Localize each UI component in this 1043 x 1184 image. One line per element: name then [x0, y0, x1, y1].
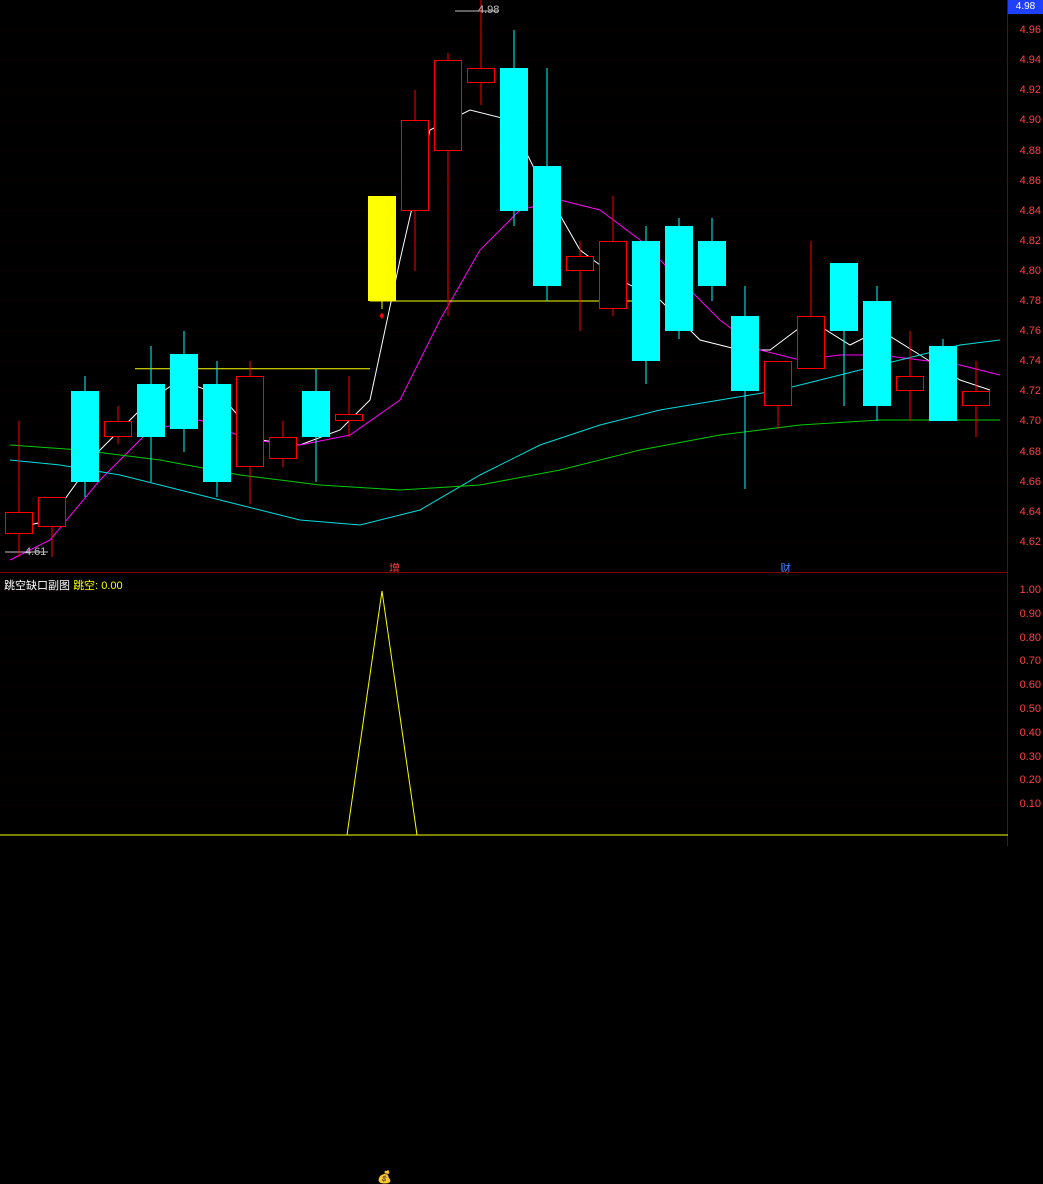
sub-y-axis: 0.10 0.20 0.30 0.40 0.50 0.60 0.70 0.80 0.90 1.00 — [1008, 572, 1043, 846]
candle[interactable] — [500, 0, 528, 572]
candle[interactable] — [599, 0, 627, 572]
sub-y-tick: 0.30 — [1020, 751, 1041, 763]
sub-svg — [0, 573, 1008, 847]
candle[interactable] — [203, 0, 231, 572]
max-price-label: 4.98 — [478, 4, 499, 16]
money-bag-icon: 💰 — [377, 1170, 392, 1184]
chart-container: 4.98 4.61 ♦ 增财 4.624.644.664.684.704.724… — [0, 0, 1043, 846]
candle[interactable] — [269, 0, 297, 572]
candle[interactable] — [137, 0, 165, 572]
sub-y-tick: 0.10 — [1020, 798, 1041, 810]
candle[interactable] — [368, 0, 396, 572]
y-tick: 4.62 — [1020, 536, 1041, 548]
y-tick: 4.88 — [1020, 145, 1041, 157]
y-tick: 4.96 — [1020, 24, 1041, 36]
candle[interactable] — [632, 0, 660, 572]
candle[interactable] — [863, 0, 891, 572]
candle[interactable] — [665, 0, 693, 572]
sub-y-tick: 0.70 — [1020, 655, 1041, 667]
candle[interactable] — [302, 0, 330, 572]
candle[interactable] — [170, 0, 198, 572]
y-tick: 4.80 — [1020, 265, 1041, 277]
candle[interactable] — [401, 0, 429, 572]
y-tick: 4.90 — [1020, 114, 1041, 126]
candle[interactable] — [566, 0, 594, 572]
min-price-label: 4.61 — [25, 546, 46, 558]
y-tick: 4.70 — [1020, 415, 1041, 427]
sub-y-tick: 0.90 — [1020, 608, 1041, 620]
candle[interactable] — [896, 0, 924, 572]
sub-indicator-chart[interactable]: 跳空缺口副图 跳空: 0.00 💰 — [0, 572, 1008, 846]
y-tick: 4.68 — [1020, 446, 1041, 458]
sub-y-tick: 0.60 — [1020, 679, 1041, 691]
candle[interactable] — [698, 0, 726, 572]
sub-y-tick: 0.50 — [1020, 703, 1041, 715]
candle[interactable] — [104, 0, 132, 572]
candle[interactable] — [38, 0, 66, 572]
candle[interactable] — [71, 0, 99, 572]
y-tick: 4.92 — [1020, 84, 1041, 96]
sub-y-tick: 0.20 — [1020, 774, 1041, 786]
y-tick: 4.94 — [1020, 54, 1041, 66]
y-tick: 4.64 — [1020, 506, 1041, 518]
diamond-marker-icon: ♦ — [379, 310, 389, 320]
y-tick: 4.86 — [1020, 175, 1041, 187]
candle[interactable] — [533, 0, 561, 572]
y-tick: 4.84 — [1020, 205, 1041, 217]
candle[interactable] — [5, 0, 33, 572]
candle[interactable] — [929, 0, 957, 572]
candle[interactable] — [236, 0, 264, 572]
y-tick: 4.74 — [1020, 355, 1041, 367]
candle[interactable] — [830, 0, 858, 572]
y-tick: 4.76 — [1020, 325, 1041, 337]
candle[interactable] — [467, 0, 495, 572]
y-tick: 4.78 — [1020, 295, 1041, 307]
sub-y-tick: 0.40 — [1020, 727, 1041, 739]
sub-y-tick: 0.80 — [1020, 632, 1041, 644]
candle[interactable] — [434, 0, 462, 572]
main-candlestick-chart[interactable]: 4.98 4.61 ♦ 增财 — [0, 0, 1008, 572]
main-y-axis: 4.62 4.64 4.66 4.68 4.70 4.72 4.74 4.76 4.78 4.80… — [1008, 0, 1043, 572]
candle[interactable] — [962, 0, 990, 572]
y-tick: 4.72 — [1020, 385, 1041, 397]
price-badge: 4.98 — [1008, 0, 1043, 14]
sub-y-tick: 1.00 — [1020, 584, 1041, 596]
y-tick: 4.66 — [1020, 476, 1041, 488]
candle[interactable] — [764, 0, 792, 572]
candle[interactable] — [731, 0, 759, 572]
candle[interactable] — [797, 0, 825, 572]
y-tick: 4.82 — [1020, 235, 1041, 247]
candle[interactable] — [335, 0, 363, 572]
